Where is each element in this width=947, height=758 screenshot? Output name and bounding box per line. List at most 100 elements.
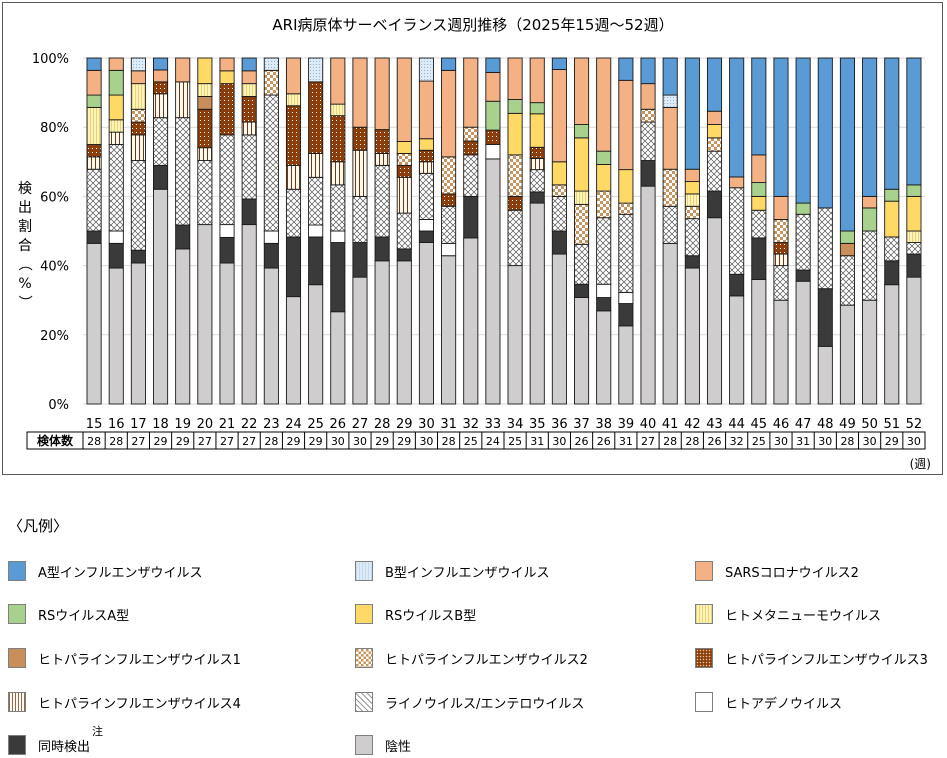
- legend-item-para4: ヒトパラインフルエンザウイルス4: [8, 691, 241, 713]
- x-tick-label: 49: [839, 417, 856, 432]
- bar-segment-para4: [130, 134, 146, 161]
- legend-label: ヒトパラインフルエンザウイルス4: [38, 696, 241, 712]
- sample-count-cell: 26: [597, 435, 611, 448]
- bar-segment-rsb: [529, 113, 545, 148]
- x-tick-label: 26: [330, 417, 347, 432]
- bar-segment-flua: [906, 57, 922, 186]
- bar-segment-coinf: [86, 230, 102, 244]
- bar-segment-coinf: [751, 237, 767, 280]
- bar-segment-rsa: [906, 184, 922, 197]
- sample-count-cell: 30: [552, 435, 566, 448]
- bar-week-28: [374, 57, 390, 405]
- legend-swatch-hmpv: [695, 604, 713, 624]
- bar-segment-neg: [706, 217, 723, 405]
- sample-count-cell: 29: [885, 435, 899, 448]
- bar-segment-hmpv: [330, 103, 346, 117]
- bar-week-50: [862, 57, 878, 405]
- bar-week-39: [618, 57, 634, 405]
- bar-segment-coinf: [330, 242, 346, 313]
- bar-segment-rsa: [795, 202, 811, 215]
- bar-segment-sars2: [684, 168, 700, 183]
- bar-segment-adeno: [441, 242, 457, 257]
- bar-week-43: [706, 57, 723, 405]
- bar-segment-neg: [219, 262, 235, 405]
- bar-segment-rhino: [263, 94, 279, 232]
- sample-count-cell: 30: [419, 435, 433, 448]
- bar-segment-flua: [884, 57, 900, 190]
- bar-segment-sars2: [729, 176, 745, 189]
- bar-segment-hmpv: [285, 93, 302, 107]
- x-tick-label: 17: [130, 417, 147, 432]
- sample-count-cell: 29: [375, 435, 389, 448]
- bar-segment-para3: [485, 129, 501, 145]
- legend-item-para3: ヒトパラインフルエンザウイルス3: [695, 647, 928, 669]
- sample-count-cell: 28: [663, 435, 677, 448]
- legend-label: SARSコロナウイルス2: [725, 565, 859, 581]
- bar-segment-neg: [108, 267, 124, 405]
- y-axis-ticks: 0% 20% 40% 60% 80% 100%: [32, 52, 69, 413]
- bar-segment-para3: [396, 164, 412, 178]
- bar-week-27: [352, 57, 368, 405]
- x-tick-label: 20: [197, 417, 214, 432]
- bar-segment-neg: [551, 253, 567, 405]
- bar-segment-adeno: [418, 219, 434, 232]
- bar-segment-rsb: [574, 137, 590, 192]
- legend-swatch-rsa: [8, 604, 26, 624]
- bar-segment-sars2: [108, 57, 124, 71]
- legend-swatch-para3: [695, 648, 713, 668]
- bar-segment-flub: [308, 57, 324, 83]
- bar-segment-rsb: [551, 161, 567, 186]
- bar-week-34: [507, 57, 523, 405]
- x-tick-label: 30: [418, 417, 435, 432]
- sample-count-cell: 29: [176, 435, 190, 448]
- legend-swatch-rhino: [355, 692, 373, 712]
- bar-segment-para4: [396, 176, 412, 214]
- bar-segment-sars2: [662, 106, 678, 170]
- chart-frame: ARI病原体サーベイランス週別推移（2025年15週～52週） 0% 20% 40%…: [2, 2, 943, 475]
- bar-segment-coinf: [884, 260, 900, 286]
- bar-segment-para2: [574, 203, 590, 245]
- bar-segment-flua: [241, 57, 257, 72]
- x-tick-label: 27: [352, 417, 369, 432]
- bar-segment-para2: [706, 137, 723, 152]
- bar-segment-neg: [441, 255, 457, 405]
- x-tick-label: 43: [706, 417, 723, 432]
- bar-segment-sars2: [130, 70, 146, 85]
- x-tick-label: 18: [152, 417, 169, 432]
- bar-segment-hmpv: [241, 83, 257, 97]
- bar-segment-hmpv: [86, 106, 102, 145]
- bar-week-40: [640, 57, 656, 405]
- legend-item-rsa: RSウイルスA型: [8, 603, 129, 625]
- bar-segment-rsa: [108, 69, 124, 96]
- bar-segment-rhino: [684, 218, 700, 257]
- legend-swatch-adeno: [695, 692, 713, 712]
- legend-label: 同時検出: [38, 739, 91, 755]
- bar-segment-coinf: [263, 242, 279, 269]
- legend-item-rhino: ライノウイルス/エンテロウイルス: [355, 691, 584, 713]
- legend-label: ヒトパラインフルエンザウイルス2: [385, 652, 588, 668]
- bar-segment-coinf: [285, 236, 302, 298]
- bar-segment-neg: [153, 188, 169, 405]
- y-axis-label-char: %: [18, 276, 31, 292]
- bar-segment-coinf: [640, 160, 656, 187]
- legend-item-rsb: RSウイルスB型: [355, 603, 476, 625]
- x-tick-label: 52: [906, 417, 923, 432]
- bar-segment-flua: [618, 57, 634, 81]
- bar-segment-flua: [729, 57, 745, 178]
- bar-segment-flua: [839, 57, 855, 232]
- bar-week-32: [463, 57, 479, 405]
- x-tick-label: 46: [773, 417, 790, 432]
- bar-segment-neg: [507, 265, 523, 405]
- bar-segment-rhino: [773, 265, 789, 301]
- bar-segment-para4: [308, 152, 324, 178]
- bar-segment-rhino: [441, 205, 457, 244]
- bar-segment-coinf: [219, 236, 235, 264]
- bar-segment-hmpv: [197, 83, 213, 97]
- bar-segment-neg: [884, 284, 900, 405]
- bar-segment-para3: [130, 121, 146, 136]
- bar-segment-flua: [817, 57, 833, 209]
- bar-segment-adeno: [618, 291, 634, 304]
- bar-segment-rsa: [862, 207, 878, 232]
- bar-week-45: [751, 57, 767, 405]
- y-tick-label: 60%: [40, 190, 69, 205]
